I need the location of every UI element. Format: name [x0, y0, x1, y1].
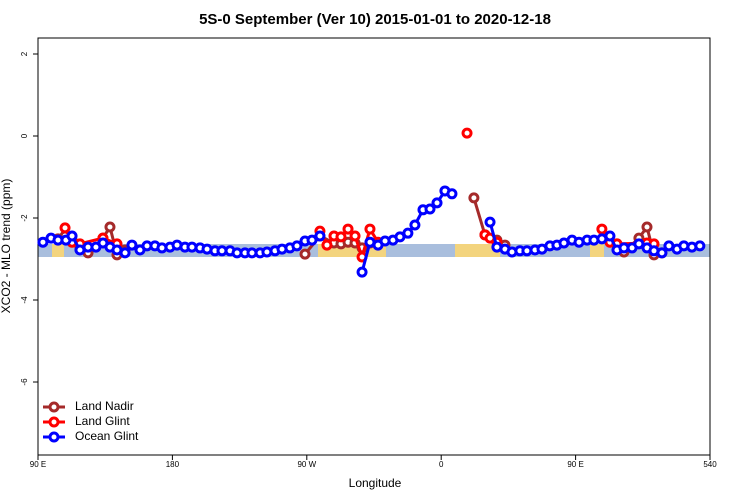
point	[641, 221, 653, 233]
x-tick-label: 90 E	[30, 460, 46, 469]
point	[321, 239, 333, 251]
x-tick-label: 540	[703, 460, 717, 469]
point	[37, 236, 49, 248]
point	[446, 188, 458, 200]
point	[604, 230, 616, 242]
legend-label: Land Nadir	[75, 399, 134, 413]
land-band	[52, 244, 64, 257]
y-tick-label: -4	[20, 296, 29, 304]
legend-label: Land Glint	[75, 414, 130, 428]
point	[633, 238, 645, 250]
point	[66, 230, 78, 242]
land-band	[455, 244, 500, 257]
x-tick-label: 0	[439, 460, 444, 469]
point	[656, 247, 668, 259]
y-tick-label: 0	[20, 133, 29, 138]
x-axis-title: Longitude	[349, 476, 402, 490]
y-axis-title: XCO2 - MLO trend (ppm)	[0, 179, 13, 314]
point	[342, 223, 354, 235]
point	[291, 240, 303, 252]
legend-marker	[48, 431, 60, 443]
point	[484, 216, 496, 228]
x-tick-label: 180	[166, 460, 180, 469]
point	[461, 127, 473, 139]
point	[402, 227, 414, 239]
legend-marker	[48, 416, 60, 428]
plot-frame	[37, 37, 711, 456]
point	[104, 221, 116, 233]
point	[424, 203, 436, 215]
point	[468, 192, 480, 204]
point	[59, 222, 71, 234]
point	[431, 197, 443, 209]
point	[119, 247, 131, 259]
point	[306, 234, 318, 246]
point	[299, 248, 311, 260]
y-tick-label: -2	[20, 214, 29, 222]
land-band	[590, 244, 604, 257]
point	[356, 266, 368, 278]
point	[335, 231, 347, 243]
legend-marker	[48, 401, 60, 413]
legend-label: Ocean Glint	[75, 429, 139, 443]
point	[694, 240, 706, 252]
y-tick-label: -6	[20, 378, 29, 386]
point	[126, 239, 138, 251]
x-tick-label: 90 W	[297, 460, 316, 469]
point	[314, 230, 326, 242]
chart-title: 5S-0 September (Ver 10) 2015-01-01 to 20…	[199, 11, 551, 28]
point	[349, 230, 361, 242]
x-tick-label: 90 E	[567, 460, 583, 469]
point	[409, 219, 421, 231]
y-tick-label: 2	[20, 51, 29, 56]
point	[364, 223, 376, 235]
point	[596, 223, 608, 235]
